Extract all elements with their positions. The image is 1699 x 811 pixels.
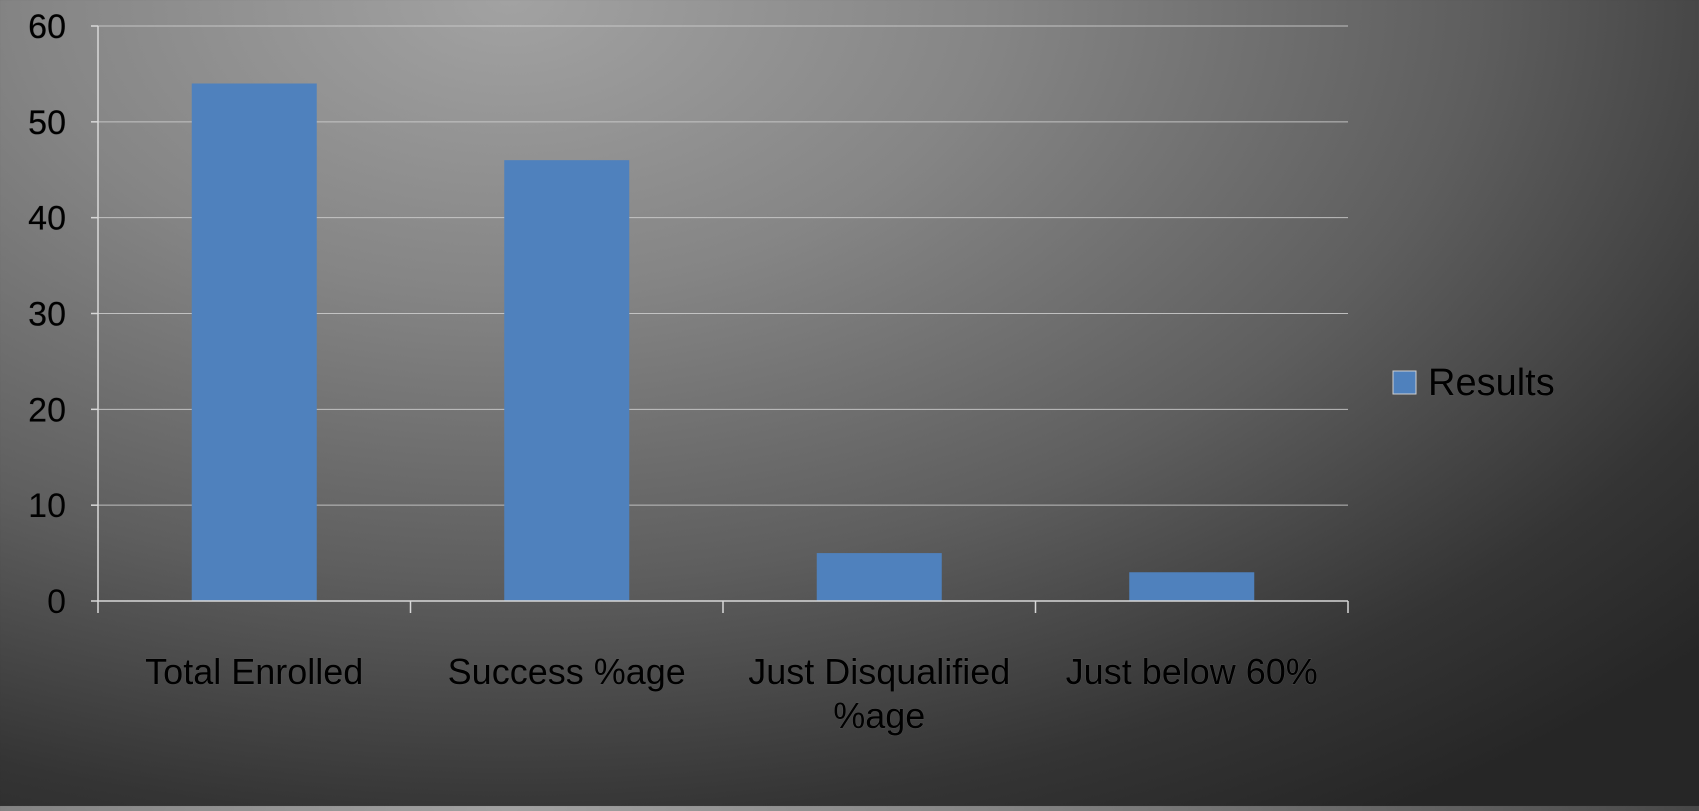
axes: [91, 25, 1349, 613]
category-label: Success %age: [448, 651, 686, 692]
y-tick-label: 60: [28, 8, 66, 46]
category-label: Total Enrolled: [145, 651, 363, 692]
category-label: Just Disqualified: [748, 651, 1010, 692]
legend-swatch: [1392, 370, 1417, 395]
y-tick-label: 20: [28, 391, 66, 429]
y-tick-label: 10: [28, 487, 66, 525]
category-labels: Total Enrolled Success %age Just Disqualif…: [145, 651, 1318, 737]
category-label: Just below 60%: [1066, 651, 1318, 692]
legend-label: Results: [1428, 362, 1555, 404]
y-tick-label: 40: [28, 200, 66, 238]
y-tick-labels: 0 10 20 30 40 50 60: [28, 8, 66, 622]
y-tick-label: 30: [28, 296, 66, 334]
legend: Results: [1392, 362, 1555, 404]
category-label: %age: [833, 695, 925, 736]
bar-4: [1129, 572, 1255, 601]
y-tick-label: 0: [47, 583, 66, 621]
bar-3: [816, 553, 942, 601]
bar-2: [504, 160, 630, 601]
bars: [191, 83, 1255, 601]
bar-1: [191, 83, 317, 601]
y-tick-label: 50: [28, 104, 66, 142]
